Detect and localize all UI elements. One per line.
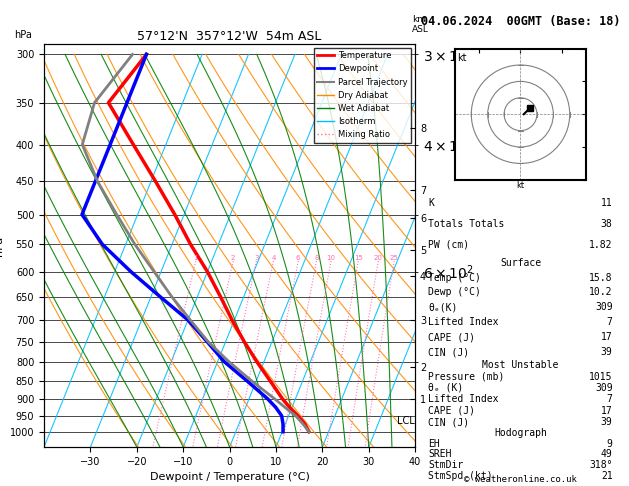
Text: 49: 49: [601, 450, 613, 459]
Text: CAPE (J): CAPE (J): [428, 406, 476, 416]
Text: Pressure (mb): Pressure (mb): [428, 372, 505, 382]
Text: Hodograph: Hodograph: [494, 428, 547, 438]
Title: 57°12'N  357°12'W  54m ASL: 57°12'N 357°12'W 54m ASL: [137, 30, 322, 43]
Text: Lifted Index: Lifted Index: [428, 394, 499, 404]
Text: 8: 8: [314, 255, 319, 261]
Text: 10.2: 10.2: [589, 287, 613, 297]
Text: 17: 17: [601, 406, 613, 416]
Text: 7: 7: [607, 394, 613, 404]
Text: LCL: LCL: [398, 416, 415, 426]
Text: 17: 17: [601, 332, 613, 342]
Text: 6: 6: [296, 255, 301, 261]
Text: 04.06.2024  00GMT (Base: 18): 04.06.2024 00GMT (Base: 18): [421, 15, 620, 28]
Text: Temp (°C): Temp (°C): [428, 273, 481, 282]
Text: StmSpd (kt): StmSpd (kt): [428, 471, 493, 481]
X-axis label: kt: kt: [516, 181, 525, 190]
Text: 7: 7: [607, 317, 613, 328]
Text: 318°: 318°: [589, 460, 613, 470]
Text: Totals Totals: Totals Totals: [428, 219, 505, 228]
Text: 309: 309: [595, 383, 613, 393]
Text: 2: 2: [231, 255, 235, 261]
Text: 15: 15: [354, 255, 363, 261]
Text: km
ASL: km ASL: [412, 15, 429, 34]
Text: 21: 21: [601, 471, 613, 481]
Text: θₑ (K): θₑ (K): [428, 383, 464, 393]
Text: K: K: [428, 197, 434, 208]
Text: 9: 9: [607, 439, 613, 449]
Text: CIN (J): CIN (J): [428, 417, 469, 427]
Legend: Temperature, Dewpoint, Parcel Trajectory, Dry Adiabat, Wet Adiabat, Isotherm, Mi: Temperature, Dewpoint, Parcel Trajectory…: [314, 48, 411, 142]
Text: SREH: SREH: [428, 450, 452, 459]
Text: © weatheronline.co.uk: © weatheronline.co.uk: [464, 474, 577, 484]
Text: 39: 39: [601, 347, 613, 357]
Text: 309: 309: [595, 302, 613, 312]
Text: PW (cm): PW (cm): [428, 240, 469, 250]
Text: 15.8: 15.8: [589, 273, 613, 282]
Text: 1: 1: [194, 255, 198, 261]
Text: 38: 38: [601, 219, 613, 228]
Text: 11: 11: [601, 197, 613, 208]
Text: Most Unstable: Most Unstable: [482, 360, 559, 370]
Text: 1015: 1015: [589, 372, 613, 382]
Text: 39: 39: [601, 417, 613, 427]
Text: CIN (J): CIN (J): [428, 347, 469, 357]
Text: CAPE (J): CAPE (J): [428, 332, 476, 342]
Text: Lifted Index: Lifted Index: [428, 317, 499, 328]
Text: θₑ(K): θₑ(K): [428, 302, 458, 312]
Text: StmDir: StmDir: [428, 460, 464, 470]
Text: EH: EH: [428, 439, 440, 449]
Text: kt: kt: [457, 52, 467, 63]
Text: 1.82: 1.82: [589, 240, 613, 250]
Text: 3: 3: [254, 255, 259, 261]
X-axis label: Dewpoint / Temperature (°C): Dewpoint / Temperature (°C): [150, 472, 309, 483]
Text: Dewp (°C): Dewp (°C): [428, 287, 481, 297]
Y-axis label: hPa: hPa: [0, 235, 4, 256]
Text: Surface: Surface: [500, 258, 541, 268]
Text: 25: 25: [390, 255, 399, 261]
Text: 20: 20: [374, 255, 382, 261]
Text: 4: 4: [271, 255, 276, 261]
Text: 10: 10: [326, 255, 336, 261]
Text: hPa: hPa: [14, 30, 32, 40]
